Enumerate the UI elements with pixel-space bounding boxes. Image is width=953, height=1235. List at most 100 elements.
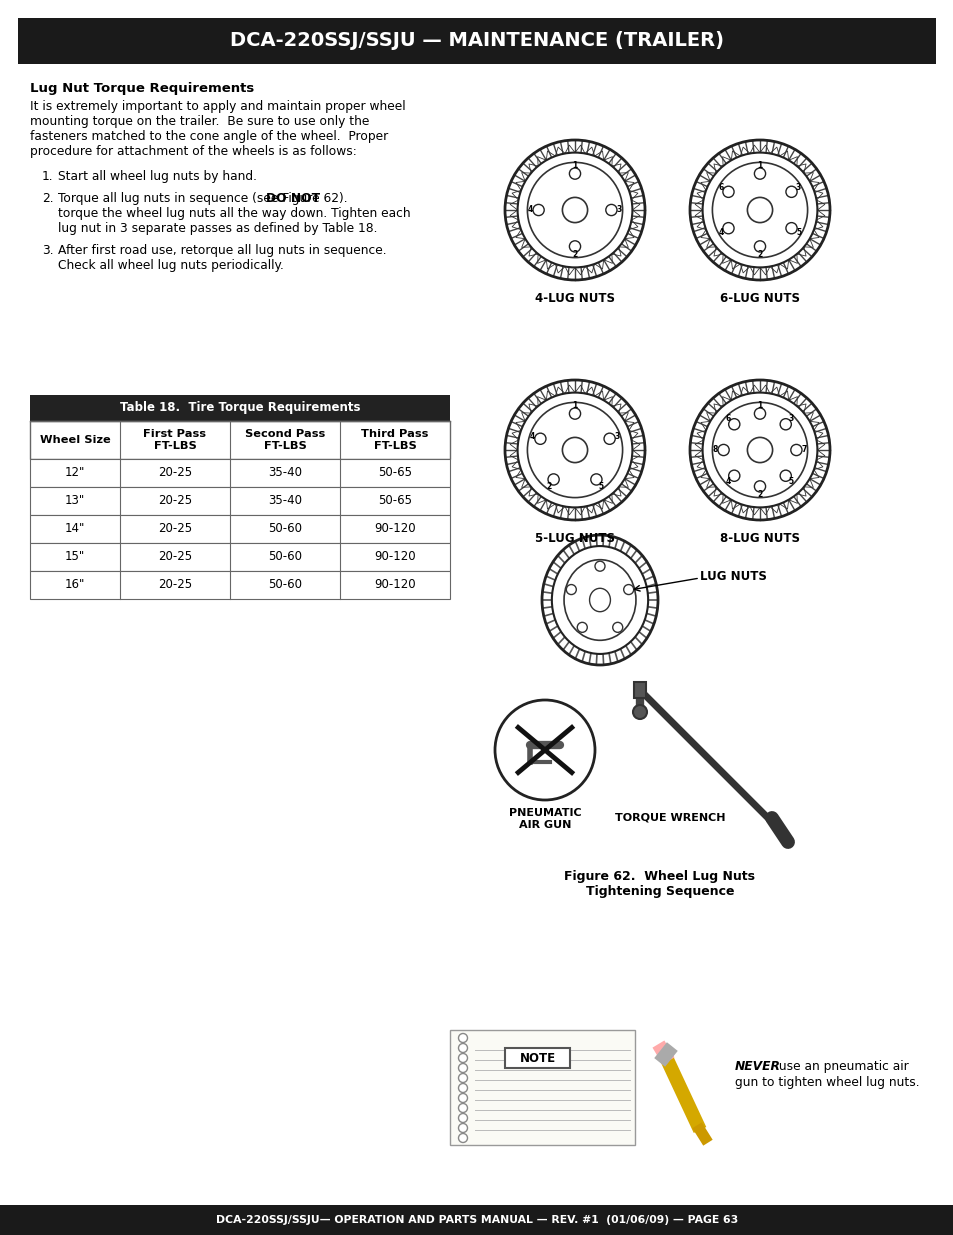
Bar bbox=[30, 395, 450, 421]
Text: 4: 4 bbox=[718, 227, 723, 237]
Text: Table 18.  Tire Torque Requirements: Table 18. Tire Torque Requirements bbox=[120, 401, 360, 415]
Text: 6: 6 bbox=[718, 183, 723, 193]
Circle shape bbox=[458, 1124, 467, 1132]
Text: 2: 2 bbox=[757, 490, 761, 499]
Bar bbox=[504, 1049, 569, 1068]
Text: 3.: 3. bbox=[42, 245, 53, 257]
Text: 8-LUG NUTS: 8-LUG NUTS bbox=[720, 532, 800, 545]
Text: 20-25: 20-25 bbox=[158, 578, 192, 592]
Circle shape bbox=[458, 1034, 467, 1042]
Text: 35-40: 35-40 bbox=[268, 494, 302, 508]
Circle shape bbox=[535, 433, 545, 445]
Circle shape bbox=[746, 437, 772, 463]
Text: 4: 4 bbox=[527, 205, 533, 215]
Text: 5-LUG NUTS: 5-LUG NUTS bbox=[535, 532, 615, 545]
Circle shape bbox=[718, 445, 728, 456]
Circle shape bbox=[458, 1114, 467, 1123]
Text: First Pass
FT-LBS: First Pass FT-LBS bbox=[143, 429, 206, 451]
Circle shape bbox=[701, 153, 817, 268]
Bar bbox=[30, 487, 450, 515]
Text: 20-25: 20-25 bbox=[158, 467, 192, 479]
Text: It is extremely important to apply and maintain proper wheel: It is extremely important to apply and m… bbox=[30, 100, 405, 112]
Text: 3: 3 bbox=[617, 205, 621, 215]
Circle shape bbox=[722, 186, 733, 198]
Circle shape bbox=[754, 480, 765, 492]
Text: use an pneumatic air: use an pneumatic air bbox=[774, 1060, 908, 1073]
Text: Third Pass
FT-LBS: Third Pass FT-LBS bbox=[361, 429, 428, 451]
Text: TORQUE WRENCH: TORQUE WRENCH bbox=[614, 811, 724, 823]
Circle shape bbox=[569, 168, 580, 179]
Circle shape bbox=[785, 222, 797, 233]
Bar bbox=[30, 571, 450, 599]
Circle shape bbox=[754, 241, 765, 252]
Circle shape bbox=[603, 433, 615, 445]
Circle shape bbox=[746, 198, 772, 222]
Circle shape bbox=[701, 393, 817, 508]
Circle shape bbox=[605, 205, 617, 216]
Text: NOTE: NOTE bbox=[518, 1051, 555, 1065]
Text: 90-120: 90-120 bbox=[374, 551, 416, 563]
Circle shape bbox=[623, 584, 633, 594]
Text: 5: 5 bbox=[598, 482, 603, 490]
Circle shape bbox=[780, 419, 790, 430]
Bar bbox=[18, 19, 935, 64]
Circle shape bbox=[785, 186, 797, 198]
Text: gun to tighten wheel lug nuts.: gun to tighten wheel lug nuts. bbox=[734, 1076, 919, 1089]
Text: 20-25: 20-25 bbox=[158, 551, 192, 563]
Bar bbox=[0, 1205, 953, 1235]
Text: LUG NUTS: LUG NUTS bbox=[700, 571, 766, 583]
Text: 6-LUG NUTS: 6-LUG NUTS bbox=[720, 291, 800, 305]
Text: Check all wheel lug nuts periodically.: Check all wheel lug nuts periodically. bbox=[58, 259, 284, 272]
Text: 3: 3 bbox=[795, 183, 801, 193]
Ellipse shape bbox=[551, 546, 647, 655]
Text: torque the wheel lug nuts all the way down. Tighten each: torque the wheel lug nuts all the way do… bbox=[58, 207, 410, 220]
Text: 7: 7 bbox=[801, 446, 806, 454]
Circle shape bbox=[547, 474, 558, 485]
Circle shape bbox=[569, 241, 580, 252]
Text: NEVER: NEVER bbox=[734, 1060, 781, 1073]
Bar bbox=[30, 459, 450, 487]
Text: Lug Nut Torque Requirements: Lug Nut Torque Requirements bbox=[30, 82, 254, 95]
Text: 5: 5 bbox=[788, 477, 793, 485]
Text: 2: 2 bbox=[757, 249, 761, 259]
Text: DO NOT: DO NOT bbox=[266, 191, 320, 205]
Text: 1.: 1. bbox=[42, 170, 53, 183]
Circle shape bbox=[722, 222, 733, 233]
Text: 50-65: 50-65 bbox=[377, 467, 412, 479]
Bar bbox=[30, 515, 450, 543]
Circle shape bbox=[562, 437, 587, 463]
Circle shape bbox=[458, 1063, 467, 1072]
Text: 13": 13" bbox=[65, 494, 85, 508]
Circle shape bbox=[566, 584, 576, 594]
Circle shape bbox=[458, 1104, 467, 1113]
Bar bbox=[30, 421, 450, 459]
Circle shape bbox=[612, 622, 622, 632]
Text: Second Pass
FT-LBS: Second Pass FT-LBS bbox=[245, 429, 325, 451]
Text: Tightening Sequence: Tightening Sequence bbox=[585, 885, 734, 898]
Text: 14": 14" bbox=[65, 522, 85, 536]
Text: 4-LUG NUTS: 4-LUG NUTS bbox=[535, 291, 615, 305]
Text: 1: 1 bbox=[757, 161, 761, 170]
Text: DCA-220SSJ/SSJU— OPERATION AND PARTS MANUAL — REV. #1  (01/06/09) — PAGE 63: DCA-220SSJ/SSJU— OPERATION AND PARTS MAN… bbox=[215, 1215, 738, 1225]
Text: 16": 16" bbox=[65, 578, 85, 592]
Text: Torque all lug nuts in sequence (see Figure 62).: Torque all lug nuts in sequence (see Fig… bbox=[58, 191, 355, 205]
Circle shape bbox=[458, 1093, 467, 1103]
Text: 8: 8 bbox=[712, 446, 718, 454]
Circle shape bbox=[569, 408, 580, 419]
Text: 90-120: 90-120 bbox=[374, 522, 416, 536]
Text: 1: 1 bbox=[572, 161, 577, 170]
Circle shape bbox=[458, 1134, 467, 1142]
Text: 2: 2 bbox=[572, 249, 577, 259]
Circle shape bbox=[458, 1083, 467, 1093]
Circle shape bbox=[633, 705, 646, 719]
Text: 1: 1 bbox=[572, 401, 577, 410]
Text: PNEUMATIC
AIR GUN: PNEUMATIC AIR GUN bbox=[508, 808, 580, 830]
Circle shape bbox=[458, 1073, 467, 1083]
Circle shape bbox=[577, 622, 587, 632]
Bar bbox=[450, 1030, 635, 1145]
Text: fasteners matched to the cone angle of the wheel.  Proper: fasteners matched to the cone angle of t… bbox=[30, 130, 388, 143]
Text: 1: 1 bbox=[757, 401, 761, 410]
Text: 5: 5 bbox=[795, 227, 801, 237]
Circle shape bbox=[458, 1053, 467, 1062]
Circle shape bbox=[754, 168, 765, 179]
